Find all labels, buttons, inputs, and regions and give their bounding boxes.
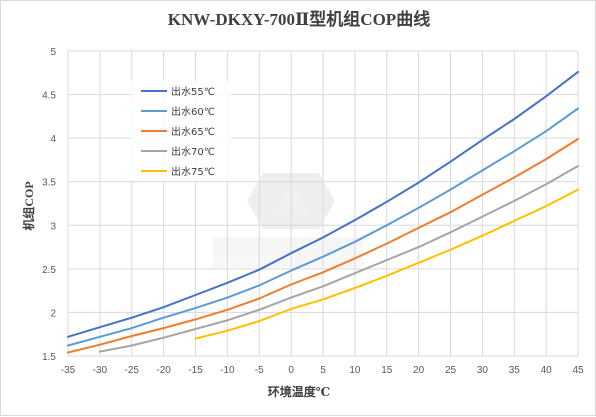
- x-tick-label: 40: [541, 365, 553, 376]
- x-tick-label: 0: [288, 365, 294, 376]
- x-tick-label: -15: [188, 365, 203, 376]
- y-tick-label: 3: [50, 221, 56, 232]
- axis-tick-labels: -35 -30 -25 -20 -15 -10 -5 0 5 10 15 20 25 30 35 40 451.…: [42, 47, 584, 376]
- x-tick-label: -20: [156, 365, 171, 376]
- x-tick-label: 20: [413, 365, 425, 376]
- y-tick-label: 2.5: [42, 265, 56, 276]
- y-axis-title: 机组COP: [21, 181, 36, 230]
- grid-lines: [67, 50, 579, 357]
- series-line: [194, 188, 579, 340]
- y-tick-label: 1.5: [42, 352, 56, 363]
- x-tick-label: 10: [349, 365, 361, 376]
- x-tick-label: 5: [320, 365, 326, 376]
- x-tick-label: -10: [220, 365, 235, 376]
- y-tick-label: 4.5: [42, 91, 56, 102]
- y-tick-label: 5: [50, 47, 56, 58]
- series-line: [67, 107, 579, 347]
- x-tick-label: -25: [125, 365, 140, 376]
- series-line: [67, 138, 579, 354]
- y-tick-label: 2: [50, 308, 56, 319]
- x-tick-label: -30: [93, 365, 108, 376]
- y-tick-label: 3.5: [42, 178, 56, 189]
- legend-label: 出水75℃: [171, 165, 215, 178]
- series-line: [67, 70, 579, 338]
- legend-label: 出水55℃: [171, 85, 215, 98]
- legend: 出水55℃ 出水60℃ 出水65℃ 出水70℃ 出水75℃: [131, 81, 231, 181]
- x-tick-label: 25: [445, 365, 457, 376]
- x-tick-label: 45: [572, 365, 584, 376]
- x-tick-label: 15: [381, 365, 393, 376]
- legend-label: 出水65℃: [171, 125, 215, 138]
- y-tick-label: 4: [50, 134, 56, 145]
- x-tick-label: -5: [255, 365, 264, 376]
- series-lines: [67, 70, 579, 354]
- x-axis-title: 环境温度℃: [268, 384, 330, 399]
- chart-title: KNW-DKXY-700Ⅱ型机组COP曲线: [168, 9, 430, 29]
- x-tick-label: 35: [509, 365, 521, 376]
- watermark-logo: [213, 173, 363, 267]
- x-tick-label: -35: [61, 365, 76, 376]
- series-line: [98, 165, 579, 353]
- x-tick-label: 30: [477, 365, 489, 376]
- legend-label: 出水60℃: [171, 105, 215, 118]
- legend-label: 出水70℃: [171, 145, 215, 158]
